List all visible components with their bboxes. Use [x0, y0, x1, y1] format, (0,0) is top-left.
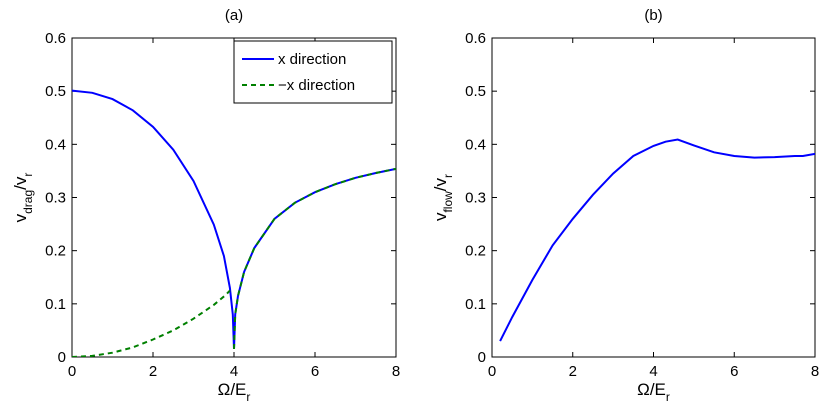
panel-b-ytick-label: 0.2 — [465, 243, 486, 260]
panel-a-xtick-label: 8 — [392, 363, 400, 380]
panel-a-ytick-label: 0.3 — [45, 190, 66, 207]
panel-b-series-1-line — [499, 138, 815, 342]
panel-b-xtick-label: 8 — [811, 363, 819, 380]
panel-b: 0 2 4 6 8 0 0.1 0.2 0.3 0.4 0.5 0.6 (b) Ω/Er vflow/vr — [431, 7, 819, 404]
panel-a-ytick-label: 0 — [58, 349, 66, 366]
panel-a-ytick-label: 0.5 — [45, 83, 66, 100]
panel-a-xtick-label: 4 — [230, 363, 238, 380]
panel-b-xtick-label: 0 — [488, 363, 496, 380]
panel-a-xtick-label: 2 — [149, 363, 157, 380]
panel-b-ytick-label: 0.5 — [465, 83, 486, 100]
panel-b-xtick-label: 2 — [569, 363, 577, 380]
panel-b-xtick-label: 6 — [730, 363, 738, 380]
panel-a-series-2-line — [72, 289, 231, 357]
panel-a-legend — [233, 40, 393, 104]
panel-a-xlabel: Ω/Er — [218, 380, 251, 404]
panel-a-ytick-label: 0.1 — [45, 296, 66, 313]
panel-a-series-1-line — [72, 89, 396, 350]
panel-b-ytick-label: 0.1 — [465, 296, 486, 313]
panel-a-title: (a) — [225, 7, 243, 24]
panel-b-ylabel: vflow/vr — [431, 174, 455, 221]
panel-a-ytick-label: 0.2 — [45, 243, 66, 260]
panel-a-ylabel: vdrag/vr — [11, 173, 35, 223]
panel-a-ytick-label: 0.4 — [45, 136, 66, 153]
panel-a-ytick-label: 0.6 — [45, 30, 66, 47]
panel-b-ytick-label: 0.6 — [465, 30, 486, 47]
panel-a-series-2-line-2 — [233, 167, 396, 350]
panel-b-title: (b) — [644, 7, 662, 24]
panel-b-ytick-label: 0 — [478, 349, 486, 366]
panel-b-ytick-label: 0.4 — [465, 136, 486, 153]
panel-b-xtick-label: 4 — [649, 363, 657, 380]
panel-a: 0 2 4 6 8 0 0.1 0.2 0.3 0.4 0.5 0.6 (a) Ω/Er vdrag/vr x… — [11, 7, 400, 404]
panel-a-xtick-label: 6 — [311, 363, 319, 380]
panel-b-ytick-label: 0.3 — [465, 190, 486, 207]
panel-b-axes-box — [491, 37, 816, 358]
panel-a-legend-label: x direction — [278, 51, 346, 68]
panel-a-xtick-label: 0 — [68, 363, 76, 380]
panel-b-xlabel: Ω/Er — [637, 380, 670, 404]
panel-a-legend-label: −x direction — [278, 77, 355, 94]
